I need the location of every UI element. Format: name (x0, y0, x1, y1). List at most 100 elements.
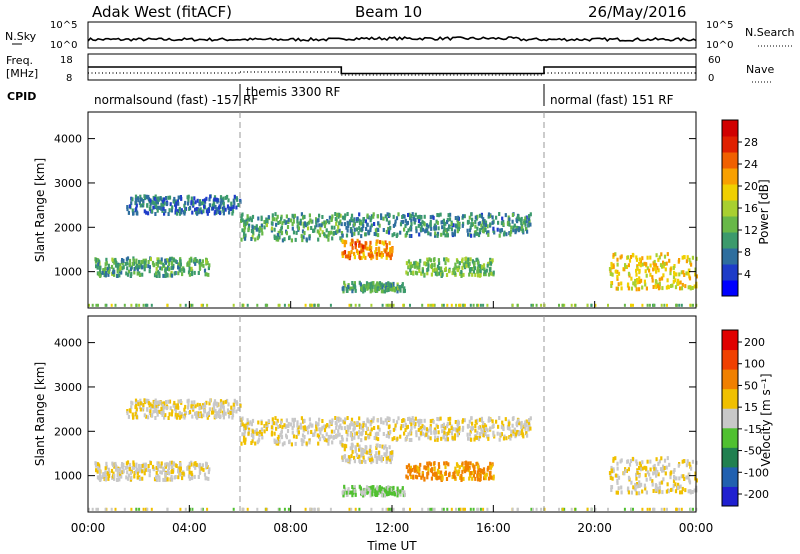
velocity-cell (341, 443, 344, 448)
velocity-cell (519, 422, 522, 427)
power-cell (461, 257, 464, 262)
power-cell (467, 232, 470, 237)
velocity-cell (630, 480, 633, 485)
power-cell (360, 246, 363, 251)
velocity-cell (489, 465, 492, 470)
velocity-cell (475, 435, 478, 440)
velocity-cell (151, 464, 155, 469)
velocity-cell (397, 416, 400, 421)
velocity-cell (429, 462, 433, 467)
velocity-cell (160, 470, 164, 475)
velocity-cell (487, 434, 490, 439)
velocity-cell (345, 490, 348, 495)
power-cell (210, 206, 214, 211)
power-cell (327, 233, 330, 238)
velocity-cell (275, 439, 278, 444)
velocity-cell (142, 403, 145, 407)
velocity-cell (471, 427, 474, 431)
power-cell (451, 231, 454, 236)
power-cell (98, 265, 101, 270)
power-cell (243, 228, 246, 233)
velocity-cell (251, 418, 255, 423)
velocity-cell (420, 475, 423, 480)
power-cell (632, 303, 634, 307)
power-cell (474, 215, 477, 220)
power-cell (208, 263, 211, 268)
velocity-cell (353, 455, 356, 460)
velocity-cell (184, 404, 187, 409)
power-cell (486, 263, 489, 268)
power-cell (330, 230, 333, 235)
velocity-cell (265, 421, 268, 426)
velocity-cell (405, 474, 408, 479)
power-cell (666, 252, 669, 257)
velocity-cell (180, 414, 183, 419)
velocity-cell (143, 464, 146, 469)
velocity-cell (201, 463, 204, 468)
velocity-cell (423, 418, 426, 423)
velocity-cell (391, 453, 394, 458)
velocity-cell (446, 507, 449, 511)
velocity-cell (440, 476, 443, 481)
colorbar-tick-label: -15 (744, 423, 762, 436)
velocity-cell (353, 431, 356, 436)
velocity-cell (279, 433, 282, 437)
power-cell (146, 303, 149, 307)
velocity-cell (456, 422, 459, 427)
velocity-cell (208, 407, 211, 412)
velocity-cell (657, 472, 660, 477)
velocity-cell (609, 475, 612, 480)
power-cell (200, 303, 203, 307)
velocity-cell (508, 426, 511, 431)
velocity-cell (289, 422, 292, 427)
velocity-cell (200, 466, 203, 471)
power-cell (636, 278, 639, 282)
velocity-cell (528, 423, 531, 428)
velocity-cell (205, 476, 208, 481)
power-cell (137, 265, 140, 270)
power-cell (376, 239, 379, 244)
power-cell (265, 223, 268, 228)
velocity-cell (122, 469, 125, 474)
velocity-cell (283, 441, 286, 446)
velocity-cell (514, 432, 518, 437)
power-cell (187, 270, 191, 275)
velocity-cell (635, 491, 638, 496)
velocity-cell (668, 462, 671, 467)
velocity-cell (688, 480, 692, 485)
velocity-cell (170, 477, 174, 482)
power-cell (188, 266, 191, 271)
velocity-cell (308, 417, 311, 422)
colorbar-tick-label: 20 (744, 180, 758, 193)
power-cell (215, 207, 218, 212)
velocity-cell (484, 424, 488, 429)
power-cell (353, 251, 356, 256)
power-cell (156, 208, 159, 213)
velocity-cell (421, 424, 424, 429)
power-cell (338, 228, 341, 233)
velocity-cell (172, 403, 175, 408)
velocity-cell (472, 473, 475, 478)
power-cell (158, 259, 161, 264)
power-cell (653, 266, 656, 271)
power-cell (561, 303, 564, 307)
velocity-cell (240, 423, 243, 427)
power-cell (414, 212, 417, 217)
velocity-cell (483, 473, 486, 478)
velocity-cell (130, 475, 133, 480)
power-cell (374, 284, 377, 289)
velocity-cell (293, 417, 296, 422)
power-cell (418, 269, 421, 273)
velocity-cell (177, 466, 180, 471)
velocity-cell (443, 430, 446, 435)
velocity-cell (303, 418, 306, 423)
velocity-cell (437, 470, 441, 475)
power-cell (364, 232, 367, 237)
power-cell (131, 197, 134, 202)
power-cell (462, 303, 465, 307)
velocity-cell (353, 426, 356, 431)
velocity-cell (437, 417, 440, 422)
velocity-cell (635, 459, 638, 464)
power-cell (202, 209, 205, 214)
velocity-cell (179, 466, 182, 471)
